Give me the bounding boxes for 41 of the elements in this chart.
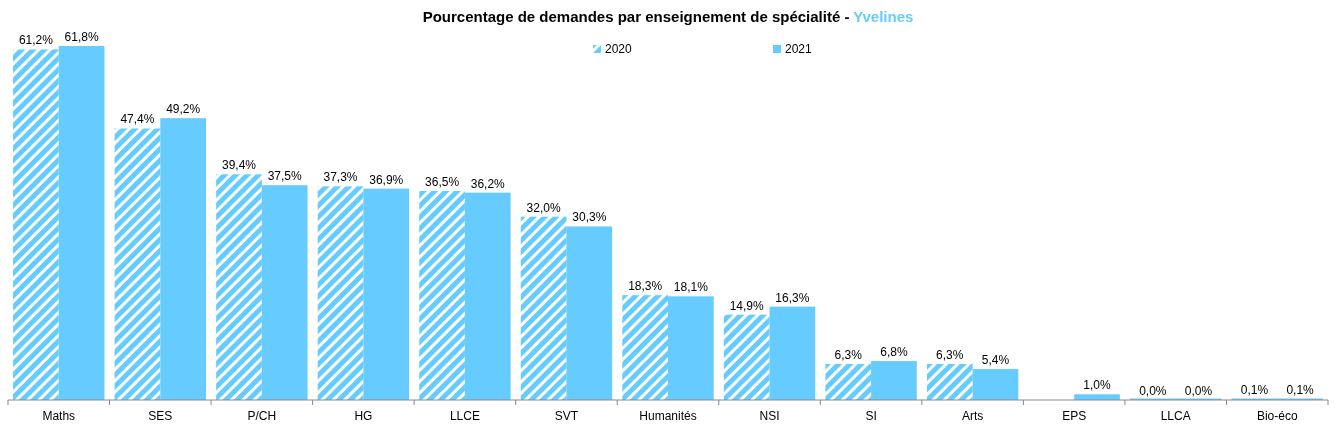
data-label: 39,4% [221,158,257,173]
x-tick-label: SES [148,409,173,423]
data-label: 14,9% [729,298,765,313]
x-tick-label: Maths [42,409,76,423]
x-tick-label: Humanités [639,409,697,423]
data-label: 16,3% [775,290,810,305]
data-label: 0,1% [1286,383,1315,398]
data-label: 37,3% [323,170,358,185]
data-label: 1,0% [1083,378,1111,393]
x-tick-label: SVT [554,409,579,423]
data-label: 37,5% [267,169,303,184]
x-tick-label: LLCE [449,409,480,423]
data-label: 6,8% [880,345,908,360]
x-tick-label: HG [354,409,373,423]
data-label: 18,1% [673,280,709,295]
data-label: 6,3% [936,347,964,362]
data-label: 32,0% [526,200,561,215]
x-tick-label: Bio-éco [1256,409,1298,423]
data-label: 30,3% [572,210,607,225]
data-label: 6,3% [834,347,863,362]
data-label: 0,0% [1139,384,1167,398]
data-label: 36,9% [369,172,404,187]
x-tick-label: EPS [1062,409,1087,423]
data-label: 36,5% [425,174,460,189]
data-label: 61,2% [18,33,54,48]
x-tick-label: P/CH [247,409,277,423]
data-label: 36,2% [470,176,506,191]
x-tick-label: SI [865,409,877,423]
data-label: 49,2% [166,102,201,117]
data-label: 5,4% [981,353,1010,368]
data-label: 18,3% [628,279,663,294]
x-tick-label: LLCA [1160,409,1191,423]
data-label: 0,1% [1240,383,1269,398]
data-label: 61,8% [64,30,99,44]
x-tick-label: Arts [961,409,984,423]
legend-label: 2020 [605,42,633,56]
data-label: 47,4% [120,112,155,127]
chart-title: Pourcentage de demandes par enseignement de spécialité - Yvelines [422,8,914,25]
legend-label: 2021 [785,42,813,56]
data-label: 0,0% [1184,384,1213,398]
x-tick-label: NSI [759,409,780,423]
